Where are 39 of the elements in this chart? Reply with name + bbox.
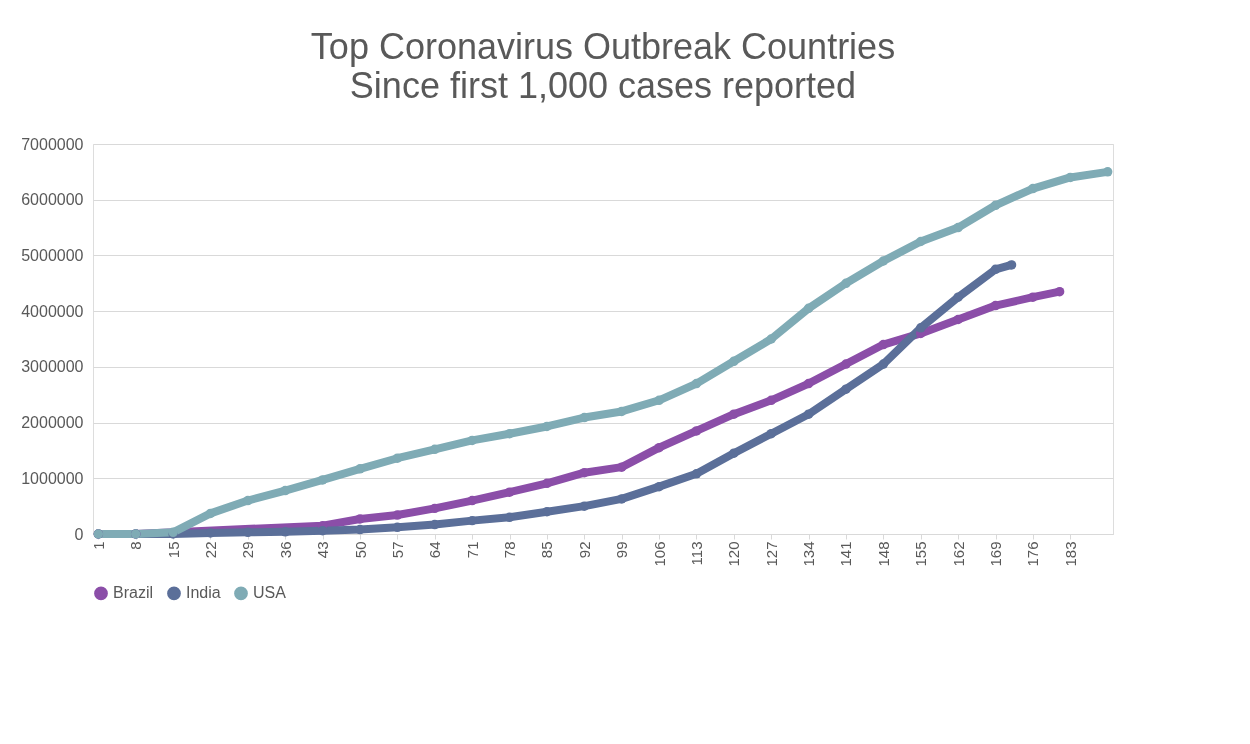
x-tick-label: 1 — [89, 541, 107, 550]
x-tick-label: 176 — [1024, 541, 1042, 567]
x-tick-label: 50 — [351, 541, 369, 559]
x-tick-label: 99 — [613, 541, 631, 559]
x-tick-label: 127 — [762, 541, 780, 567]
x-tick-label: 78 — [501, 541, 519, 559]
y-tick-label: 0 — [74, 525, 84, 543]
x-tick-label: 113 — [687, 541, 705, 566]
x-tick-label: 64 — [426, 541, 444, 559]
x-tick-label: 36 — [276, 541, 294, 559]
legend-label: USA — [253, 584, 287, 602]
y-tick-label: 6000000 — [21, 191, 84, 209]
y-tick-label: 1000000 — [21, 469, 84, 487]
x-tick-label: 92 — [575, 541, 593, 559]
y-tick-label: 5000000 — [21, 246, 84, 264]
y-tick-label: 3000000 — [21, 358, 84, 376]
x-tick-label: 29 — [239, 541, 257, 559]
y-tick-label: 2000000 — [21, 414, 84, 432]
x-tick-label: 134 — [800, 541, 818, 567]
x-tick-label: 8 — [127, 541, 145, 550]
legend-label: Brazil — [113, 584, 154, 602]
x-tick-label: 155 — [912, 541, 930, 567]
x-tick-label: 71 — [463, 541, 481, 559]
x-tick-label: 169 — [987, 541, 1005, 567]
chart-title: Top Coronavirus Outbreak Countries — [310, 26, 896, 67]
legend-label: India — [186, 584, 221, 602]
y-tick-label: 4000000 — [21, 302, 84, 320]
x-tick-label: 85 — [538, 541, 556, 559]
y-tick-label: 7000000 — [21, 135, 84, 153]
x-tick-label: 57 — [388, 541, 406, 559]
x-tick-label: 106 — [650, 541, 668, 567]
x-tick-label: 148 — [874, 541, 892, 567]
x-tick-label: 162 — [949, 541, 967, 567]
x-tick-label: 120 — [725, 541, 743, 567]
x-tick-label: 22 — [201, 541, 219, 559]
x-tick-label: 141 — [837, 541, 855, 567]
x-tick-label: 15 — [164, 541, 182, 559]
x-tick-label: 183 — [1061, 541, 1079, 567]
x-tick-label: 43 — [314, 541, 332, 559]
